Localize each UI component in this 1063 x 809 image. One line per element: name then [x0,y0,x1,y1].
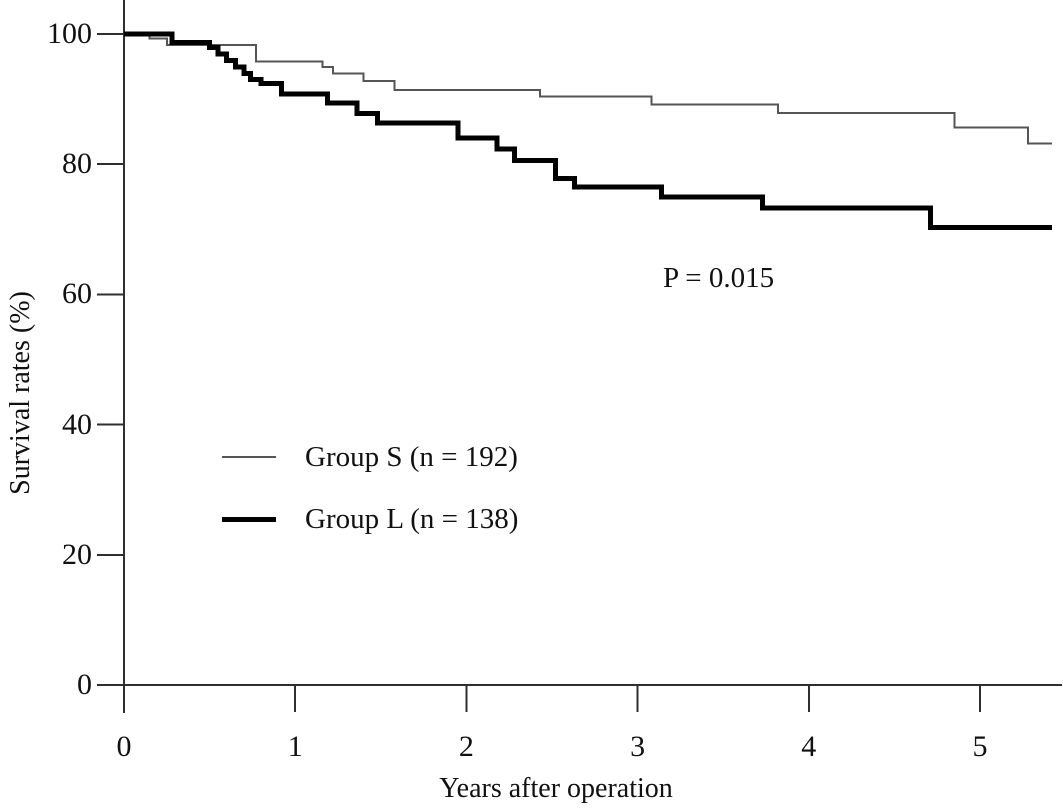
legend-label-group-l: Group L (n = 138) [305,502,519,535]
y-tick-label: 40 [62,407,92,441]
legend-label-group-s: Group S (n = 192) [305,440,518,473]
y-tick-label: 0 [77,668,92,701]
x-tick-label: 2 [458,730,474,763]
x-tick-label: 4 [801,730,817,763]
y-tick-label: 20 [62,537,92,571]
y-axis-title: Survival rates (%) [5,291,36,495]
x-tick-label: 1 [287,730,303,763]
survival-curve-group-l [124,31,1052,230]
group-l-line-sample-icon [222,516,276,522]
group-s-line-sample-icon [222,456,276,458]
legend-item-group-s: Group S (n = 192) [222,440,518,474]
x-tick-label: 3 [630,730,646,763]
x-axis-title: Years after operation [439,773,673,804]
legend-item-group-l: Group L (n = 138) [222,502,518,536]
survival-curve-group-s [124,33,1052,145]
y-tick-label: 60 [62,277,92,311]
p-value-annotation: P = 0.015 [663,262,775,294]
y-tick-label: 100 [47,17,92,50]
y-tick-label: 80 [62,147,92,181]
legend: Group S (n = 192) Group L (n = 138) [222,440,518,564]
x-tick-label: 0 [116,730,132,763]
x-tick-label: 5 [972,730,988,763]
